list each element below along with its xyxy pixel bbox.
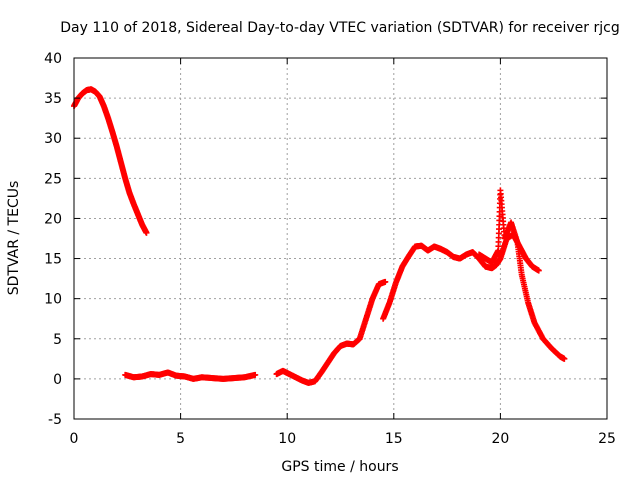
y-tick-label: 30 <box>44 131 62 147</box>
data-points <box>71 86 568 386</box>
x-tick-label: 15 <box>385 431 403 447</box>
x-tick-label: 20 <box>491 431 509 447</box>
y-tick-label: 15 <box>44 252 62 268</box>
y-tick-label: 20 <box>44 211 62 227</box>
y-axis-label: SDTVAR / TECUs <box>6 181 22 296</box>
x-tick-label: 25 <box>598 431 616 447</box>
y-tick-label: 40 <box>44 51 62 67</box>
data-series-segment-5 <box>476 187 568 362</box>
y-tick-label: 0 <box>53 372 62 388</box>
y-tick-label: -5 <box>48 412 62 428</box>
y-tick-label: 25 <box>44 171 62 187</box>
data-point <box>535 267 542 274</box>
x-axis-label: GPS time / hours <box>281 459 398 475</box>
plot-frame <box>73 57 608 420</box>
y-tick-label: 35 <box>44 91 62 107</box>
grid-lines <box>74 58 607 419</box>
data-series-segment-4 <box>380 231 542 322</box>
data-point <box>561 355 568 362</box>
x-tick-label: 0 <box>70 431 79 447</box>
y-tick-label: 10 <box>44 292 62 308</box>
data-point <box>143 229 150 236</box>
chart-title: Day 110 of 2018, Sidereal Day-to-day VTE… <box>60 20 619 36</box>
data-series-segment-2 <box>122 369 259 382</box>
x-tick-label: 10 <box>278 431 296 447</box>
data-series-segment-3 <box>273 278 389 386</box>
x-tick-label: 5 <box>176 431 185 447</box>
data-point <box>252 371 259 378</box>
axis-ticks: 0 5 10 15 20 25 -5 0 5 10 15 20 25 30 35 40 <box>44 51 616 447</box>
y-tick-label: 5 <box>53 332 62 348</box>
data-point <box>382 278 389 285</box>
